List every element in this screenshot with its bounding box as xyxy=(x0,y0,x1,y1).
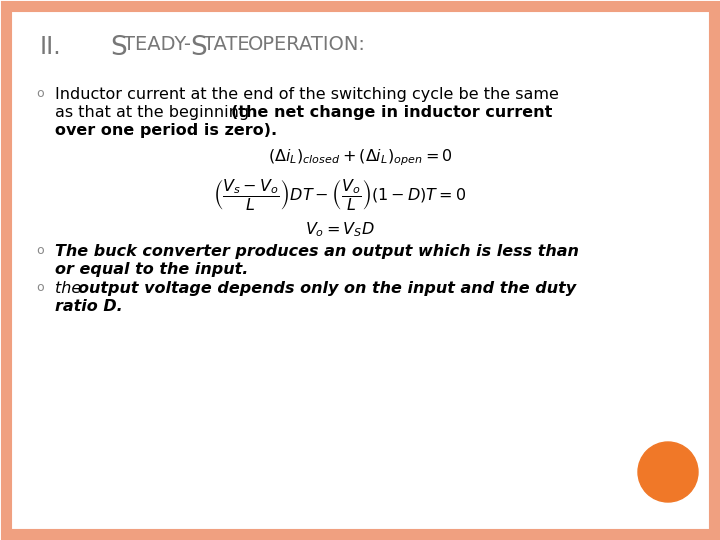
Text: or equal to the input.: or equal to the input. xyxy=(55,262,248,277)
Circle shape xyxy=(638,442,698,502)
Text: TATE: TATE xyxy=(203,35,256,54)
Text: $(\Delta i_L)_{closed} + (\Delta i_L)_{open} = 0$: $(\Delta i_L)_{closed} + (\Delta i_L)_{o… xyxy=(268,147,452,167)
Text: $V_o = V_S D$: $V_o = V_S D$ xyxy=(305,220,375,239)
Text: TEADY-: TEADY- xyxy=(123,35,191,54)
Text: ratio D.: ratio D. xyxy=(55,299,122,314)
Text: S: S xyxy=(110,35,127,61)
Text: output voltage depends only on the input and the duty: output voltage depends only on the input… xyxy=(78,281,576,296)
Text: o: o xyxy=(36,281,44,294)
Text: the: the xyxy=(55,281,86,296)
Text: OPERATION:: OPERATION: xyxy=(248,35,366,54)
Text: over one period is zero).: over one period is zero). xyxy=(55,123,277,138)
Text: o: o xyxy=(36,87,44,100)
Text: $\left(\dfrac{V_s - V_o}{L}\right)DT - \left(\dfrac{V_o}{L}\right)(1-D)T = 0$: $\left(\dfrac{V_s - V_o}{L}\right)DT - \… xyxy=(213,177,467,213)
Text: o: o xyxy=(36,244,44,257)
Text: (the net change in inductor current: (the net change in inductor current xyxy=(231,105,552,120)
Text: S: S xyxy=(190,35,207,61)
Text: Inductor current at the end of the switching cycle be the same: Inductor current at the end of the switc… xyxy=(55,87,559,102)
Text: II.: II. xyxy=(40,35,62,59)
Text: The buck converter produces an output which is less than: The buck converter produces an output wh… xyxy=(55,244,579,259)
Text: as that at the beginning: as that at the beginning xyxy=(55,105,254,120)
